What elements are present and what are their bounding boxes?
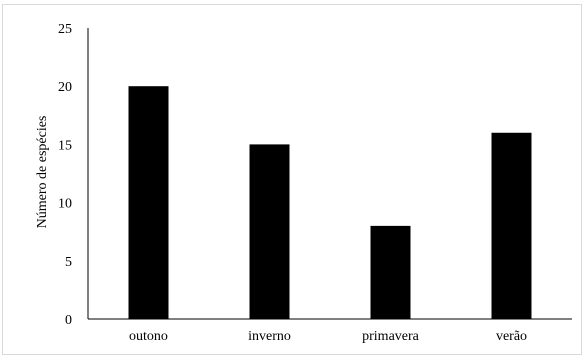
x-tick-label: inverno — [248, 329, 291, 344]
bar-outono — [128, 86, 169, 319]
x-tick-label: outono — [129, 329, 168, 344]
y-tick-label: 25 — [58, 22, 72, 37]
x-tick-label: verão — [496, 329, 527, 344]
x-tick-labels: outono inverno primavera verão — [129, 329, 527, 344]
y-tick-label: 10 — [58, 197, 72, 212]
y-tick-label: 20 — [58, 80, 72, 95]
chart-border — [2, 4, 582, 355]
bars — [128, 86, 532, 319]
y-tick-label: 5 — [65, 255, 72, 270]
x-tick-label: primavera — [362, 329, 420, 344]
y-tick-label: 15 — [58, 138, 72, 153]
bar-verão — [491, 132, 532, 319]
y-axis-label: Número de espécies — [35, 116, 50, 229]
y-tick-label: 0 — [65, 313, 72, 328]
y-tick-labels: 0 5 10 15 20 25 — [58, 22, 72, 328]
bar-primavera — [370, 225, 411, 319]
bar-inverno — [249, 144, 290, 319]
